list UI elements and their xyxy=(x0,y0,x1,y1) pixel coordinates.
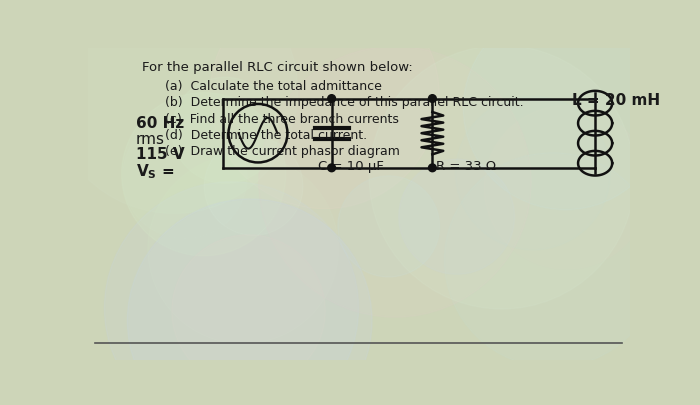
Text: (e)  Draw the current phasor diagram: (e) Draw the current phasor diagram xyxy=(165,145,400,158)
Circle shape xyxy=(369,46,634,309)
Text: 115 V: 115 V xyxy=(136,147,184,162)
Text: For the parallel RLC circuit shown below:: For the parallel RLC circuit shown below… xyxy=(141,61,412,74)
Circle shape xyxy=(204,138,303,236)
Circle shape xyxy=(259,47,531,318)
Text: L = 20 mH: L = 20 mH xyxy=(572,93,660,108)
Circle shape xyxy=(328,96,335,103)
Circle shape xyxy=(122,115,247,239)
Circle shape xyxy=(428,96,436,103)
Text: R = 33 Ω: R = 33 Ω xyxy=(436,160,496,173)
Text: 60 Hz: 60 Hz xyxy=(136,116,184,131)
Text: C = 10 μF: C = 10 μF xyxy=(318,160,384,173)
Circle shape xyxy=(127,200,372,405)
Text: rms: rms xyxy=(136,132,164,147)
Circle shape xyxy=(338,177,440,277)
Circle shape xyxy=(456,97,610,250)
Text: (b)  Determine the impedance of this parallel RLC circuit.: (b) Determine the impedance of this para… xyxy=(165,96,524,109)
Circle shape xyxy=(444,153,661,368)
Circle shape xyxy=(463,8,668,210)
Circle shape xyxy=(210,0,439,209)
Text: (c)  Find all the three branch currents: (c) Find all the three branch currents xyxy=(165,112,399,125)
Circle shape xyxy=(399,160,514,275)
Text: $\mathbf{V_S}$ =: $\mathbf{V_S}$ = xyxy=(136,162,174,181)
Circle shape xyxy=(122,94,286,256)
Circle shape xyxy=(484,106,649,270)
Text: (d)  Determine the total current.: (d) Determine the total current. xyxy=(165,128,367,141)
Circle shape xyxy=(148,155,339,344)
Circle shape xyxy=(172,78,279,184)
Circle shape xyxy=(428,164,436,172)
Circle shape xyxy=(172,235,326,387)
Text: (a)  Calculate the total admittance: (a) Calculate the total admittance xyxy=(165,80,382,93)
Circle shape xyxy=(104,182,358,405)
Circle shape xyxy=(328,164,335,172)
Circle shape xyxy=(50,0,298,214)
